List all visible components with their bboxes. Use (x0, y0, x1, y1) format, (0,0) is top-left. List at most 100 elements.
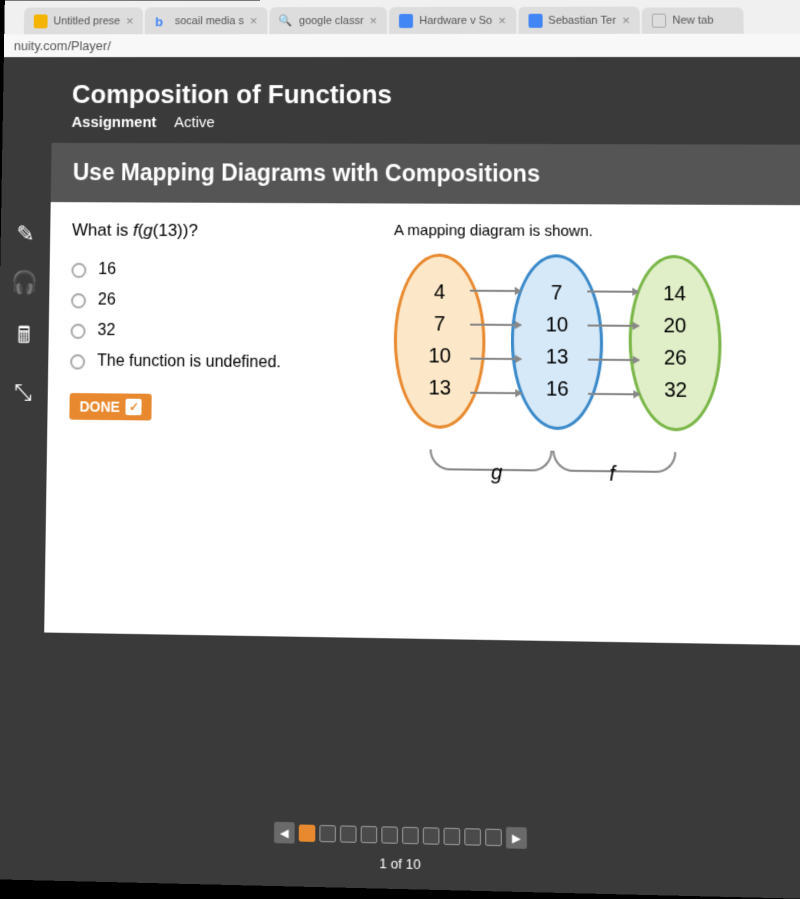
map-arrow (587, 290, 638, 292)
options-list: 16 26 32 The function is undefined. (70, 255, 372, 380)
set-value: 10 (545, 314, 568, 338)
doc-icon (528, 13, 542, 27)
map-arrow (470, 392, 521, 395)
domain-oval: 4 7 10 13 (394, 253, 486, 429)
search-icon: 🔍 (279, 14, 293, 28)
site-icon: b (155, 14, 169, 28)
progress-box[interactable] (485, 829, 502, 847)
progress-box[interactable] (340, 825, 357, 843)
lesson-title: Composition of Functions (72, 79, 786, 111)
url-text: nuity.com/Player/ (14, 38, 111, 53)
progress-box[interactable] (464, 828, 481, 846)
doc-icon (399, 13, 413, 27)
diagram-caption: A mapping diagram is shown. (394, 222, 786, 241)
done-label: DONE (79, 398, 120, 415)
lesson-header: Composition of Functions Assignment Activ… (2, 57, 800, 145)
progress-box[interactable] (444, 828, 461, 846)
map-arrow (470, 358, 521, 361)
slides-icon (34, 14, 48, 28)
address-bar[interactable]: nuity.com/Player/ (4, 34, 800, 57)
close-icon[interactable]: × (126, 13, 134, 28)
check-icon: ✓ (126, 399, 142, 416)
middle-oval: 7 10 13 16 (510, 254, 603, 430)
headphones-icon[interactable]: 🎧 (11, 269, 39, 295)
radio-icon[interactable] (70, 354, 85, 369)
assignment-label: Assignment (71, 114, 156, 131)
set-value: 10 (428, 345, 451, 369)
app-frame: Composition of Functions Assignment Activ… (0, 57, 800, 899)
tool-sidebar: ✎ 🎧 🖩 ⤡ (0, 207, 51, 406)
option-row[interactable]: 16 (71, 255, 371, 287)
option-row[interactable]: 32 (70, 315, 371, 348)
map-arrow (587, 324, 638, 326)
option-label: 16 (98, 261, 116, 279)
status-label: Active (174, 114, 215, 131)
tab-label: google classr (299, 15, 364, 27)
set-value: 7 (434, 313, 445, 337)
radio-icon[interactable] (71, 262, 86, 277)
calculator-icon[interactable]: 🖩 (17, 318, 31, 357)
browser-tab[interactable]: Hardware v So× (389, 7, 516, 34)
pencil-icon[interactable]: ✎ (16, 221, 35, 247)
close-icon[interactable]: × (622, 13, 630, 28)
progress-counter: 1 of 10 (379, 855, 420, 872)
g-label: g (491, 462, 503, 486)
option-label: 32 (97, 322, 115, 340)
set-value: 13 (428, 377, 451, 401)
panel-title: Use Mapping Diagrams with Compositions (51, 143, 800, 205)
next-button[interactable]: ▶ (506, 827, 527, 849)
set-value: 13 (546, 346, 569, 370)
progress-box[interactable] (402, 827, 419, 845)
progress-box[interactable] (381, 826, 398, 844)
tabs-bar: Untitled prese × b socail media s × 🔍 google… (4, 1, 800, 34)
radio-icon[interactable] (71, 293, 86, 308)
mapping-diagram: 4 7 10 13 7 10 13 16 14 20 26 (394, 253, 724, 484)
progress-box[interactable] (299, 824, 316, 841)
f-label: f (609, 463, 615, 487)
lesson-subtitle: Assignment Active (71, 114, 786, 132)
set-value: 14 (663, 283, 686, 307)
set-value: 16 (546, 378, 569, 402)
map-arrow (588, 359, 639, 362)
question-column: What is f(g(13))? 16 26 32 The function … (67, 220, 372, 619)
close-icon[interactable]: × (498, 13, 506, 28)
map-arrow (470, 324, 521, 326)
close-icon[interactable]: × (250, 13, 258, 28)
range-oval: 14 20 26 32 (628, 255, 723, 432)
browser-tab[interactable]: Sebastian Ter × (518, 7, 640, 34)
option-label: 26 (98, 291, 116, 309)
set-value: 20 (663, 315, 686, 339)
map-arrow (588, 393, 639, 396)
browser-tab[interactable]: Untitled prese × (24, 7, 144, 34)
tab-label: New tab (672, 15, 713, 27)
tab-label: Sebastian Ter (548, 14, 616, 26)
set-value: 4 (434, 281, 445, 305)
content-body: What is f(g(13))? 16 26 32 The function … (44, 202, 800, 645)
map-arrow (470, 290, 521, 292)
content-panel: Use Mapping Diagrams with Compositions W… (44, 143, 800, 646)
progress-box[interactable] (319, 825, 336, 842)
progress-box[interactable] (361, 826, 378, 844)
option-row[interactable]: 26 (71, 285, 372, 318)
option-row[interactable]: The function is undefined. (70, 346, 372, 379)
radio-icon[interactable] (71, 323, 86, 338)
browser-tab[interactable]: b socail media s × (145, 7, 267, 34)
done-button[interactable]: DONE ✓ (69, 393, 152, 421)
set-value: 26 (664, 347, 687, 371)
progress-box[interactable] (423, 827, 440, 845)
option-label: The function is undefined. (97, 352, 281, 372)
set-value: 7 (551, 282, 563, 306)
prev-button[interactable]: ◀ (274, 822, 295, 844)
browser-chrome: Untitled prese × b socail media s × 🔍 google… (4, 0, 800, 57)
close-icon[interactable]: × (370, 13, 378, 28)
progress-nav: ◀ ▶ (274, 822, 527, 849)
tab-label: Untitled prese (53, 15, 120, 27)
set-value: 32 (664, 379, 687, 403)
browser-tab[interactable]: 🔍 google classr × (269, 7, 387, 34)
newtab-icon (652, 14, 666, 28)
browser-tab[interactable]: New tab (642, 7, 744, 33)
collapse-icon[interactable]: ⤡ (14, 379, 32, 406)
diagram-column: A mapping diagram is shown. 4 7 10 13 7 … (394, 222, 793, 626)
tab-label: socail media s (175, 15, 244, 27)
question-text: What is f(g(13))? (72, 220, 372, 242)
